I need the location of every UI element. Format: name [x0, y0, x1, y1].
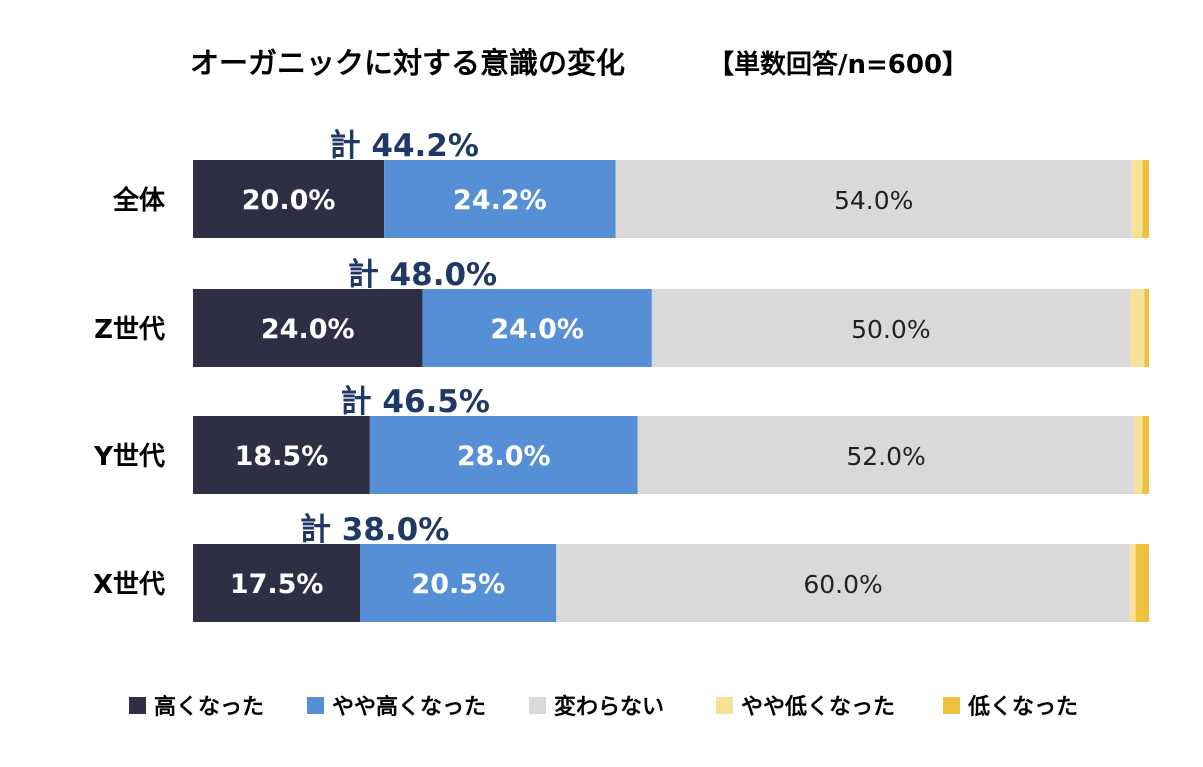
bar-segment [193, 160, 385, 238]
bar-segment [1129, 544, 1136, 622]
legend-swatch [307, 697, 324, 714]
bar-segment [1134, 416, 1143, 494]
data-label: 52.0% [846, 442, 925, 471]
data-label: 24.0% [490, 314, 584, 345]
data-label: 24.2% [453, 185, 547, 216]
bar-segment [637, 416, 1135, 494]
bar-segment [193, 416, 370, 494]
legend-label: 変わらない [554, 694, 664, 720]
bar-segment [360, 544, 557, 622]
data-label: 17.5% [230, 569, 324, 600]
data-label: 60.0% [803, 570, 882, 599]
total-label: 計 46.5% [341, 384, 490, 420]
bar-segment [422, 289, 652, 367]
legend: 高くなった やや高くなった 変わらない やや低くなった 低くなった [129, 694, 1078, 720]
legend-swatch [529, 697, 546, 714]
data-label: 54.0% [834, 186, 913, 215]
bars-layer: 全体 20.0% 24.2% 54.0% 計 44.2% Z世代 24.0% 24.0% 50.… [93, 128, 1149, 622]
bar-segment [193, 544, 361, 622]
bar-segment [1142, 416, 1149, 494]
bar-segment [1144, 289, 1149, 367]
bar-segment [1135, 544, 1149, 622]
category-label: Z世代 [94, 315, 165, 345]
legend-swatch [716, 697, 733, 714]
bar-segment [1129, 289, 1145, 367]
bar-segment [193, 289, 423, 367]
bar-segment [1142, 160, 1149, 238]
data-label: 28.0% [457, 441, 551, 472]
total-label: 計 44.2% [330, 128, 479, 164]
bar-segment [1131, 160, 1143, 238]
bar-segment [556, 544, 1130, 622]
bar-segment [615, 160, 1132, 238]
bar-segment [651, 289, 1130, 367]
category-label: 全体 [112, 185, 166, 216]
legend-label: やや高くなった [332, 694, 486, 720]
legend-label: 低くなった [967, 695, 1078, 720]
data-label: 50.0% [851, 315, 930, 344]
category-label: Y世代 [93, 442, 165, 472]
data-label: 18.5% [235, 441, 329, 472]
chart-subtitle: 【単数回答/n=600】 [708, 49, 968, 80]
legend-label: やや低くなった [741, 695, 895, 720]
data-label: 24.0% [261, 314, 355, 345]
bar-segment [369, 416, 638, 494]
category-label: X世代 [93, 570, 165, 600]
total-label: 計 48.0% [348, 257, 497, 293]
total-label: 計 38.0% [300, 512, 449, 548]
legend-swatch [943, 697, 960, 714]
legend-swatch [129, 697, 146, 714]
chart-title: オーガニックに対する意識の変化 [190, 46, 625, 80]
data-label: 20.0% [242, 185, 336, 216]
bar-segment [384, 160, 616, 238]
legend-label: 高くなった [154, 694, 264, 720]
data-label: 20.5% [411, 569, 505, 600]
